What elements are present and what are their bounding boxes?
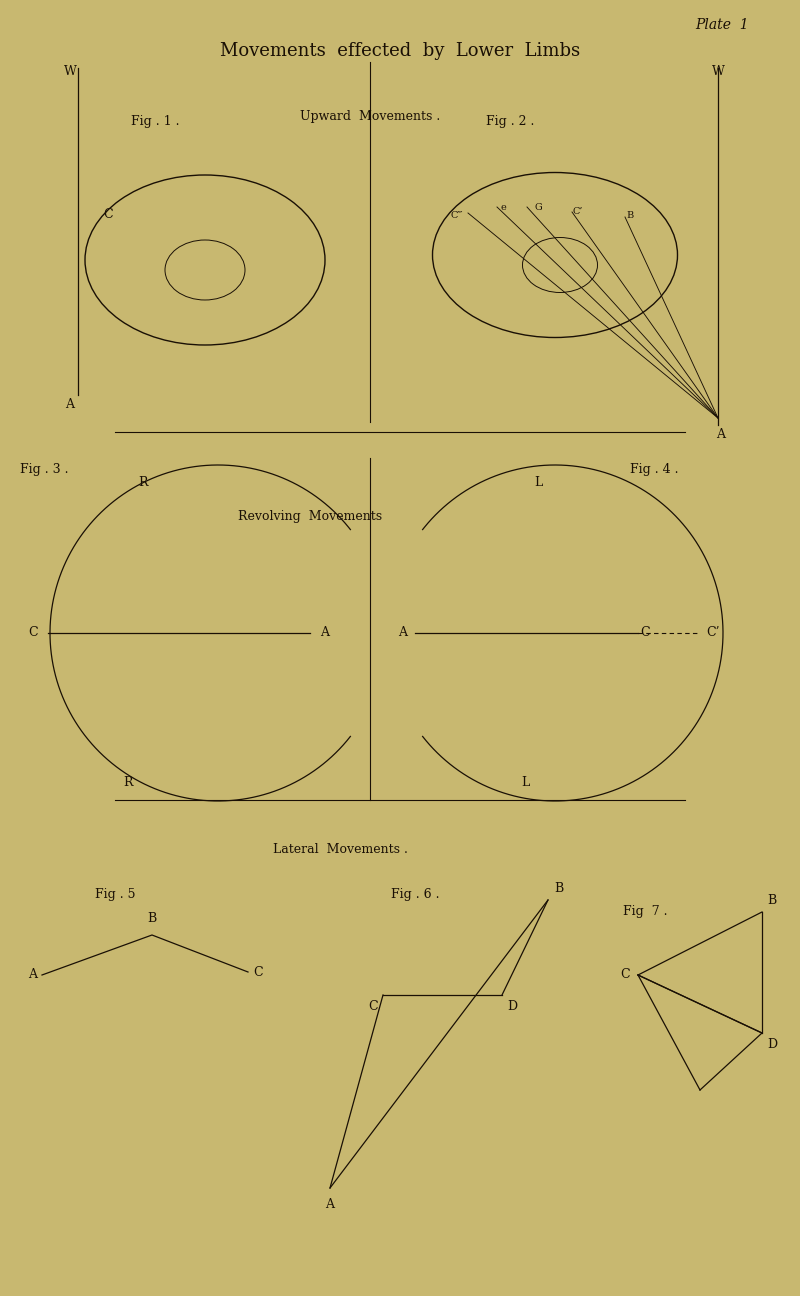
Text: C: C [620, 968, 630, 981]
Text: B: B [626, 211, 634, 220]
Text: Movements  effected  by  Lower  Limbs: Movements effected by Lower Limbs [220, 41, 580, 60]
Text: B: B [554, 883, 563, 896]
Text: C‴: C‴ [450, 210, 463, 219]
Text: A: A [716, 428, 725, 441]
Text: L: L [521, 776, 529, 789]
Text: Upward  Movements .: Upward Movements . [300, 110, 440, 123]
Text: A: A [320, 626, 329, 639]
Text: Fig . 5: Fig . 5 [94, 888, 135, 901]
Text: A: A [28, 968, 37, 981]
Text: A: A [398, 626, 407, 639]
Text: C’: C’ [573, 207, 583, 216]
Text: Fig . 1 .: Fig . 1 . [130, 115, 179, 128]
Text: Plate  1: Plate 1 [695, 18, 749, 32]
Text: Fig  7 .: Fig 7 . [622, 905, 667, 918]
Text: Lateral  Movements .: Lateral Movements . [273, 842, 407, 855]
Text: D: D [507, 1001, 517, 1013]
Text: C: C [103, 209, 113, 222]
Text: R: R [123, 776, 133, 789]
Text: Fig . 6 .: Fig . 6 . [390, 888, 439, 901]
Text: B: B [767, 894, 776, 907]
Text: Revolving  Movements: Revolving Movements [238, 511, 382, 524]
Text: C: C [640, 626, 650, 639]
Text: W: W [711, 65, 725, 78]
Text: A: A [326, 1198, 334, 1210]
Text: C: C [368, 1001, 378, 1013]
Text: B: B [147, 912, 157, 925]
Text: e: e [500, 203, 506, 213]
Text: C: C [28, 626, 38, 639]
Text: A: A [66, 398, 74, 411]
Text: G: G [534, 203, 542, 213]
Text: Fig . 4 .: Fig . 4 . [630, 463, 678, 476]
Text: D: D [767, 1038, 777, 1051]
Text: C’: C’ [706, 626, 719, 639]
Text: W: W [63, 65, 77, 78]
Text: R: R [138, 477, 148, 490]
Text: L: L [534, 477, 542, 490]
Text: Fig . 2 .: Fig . 2 . [486, 115, 534, 128]
Text: Fig . 3 .: Fig . 3 . [20, 463, 69, 476]
Text: C: C [253, 966, 262, 978]
